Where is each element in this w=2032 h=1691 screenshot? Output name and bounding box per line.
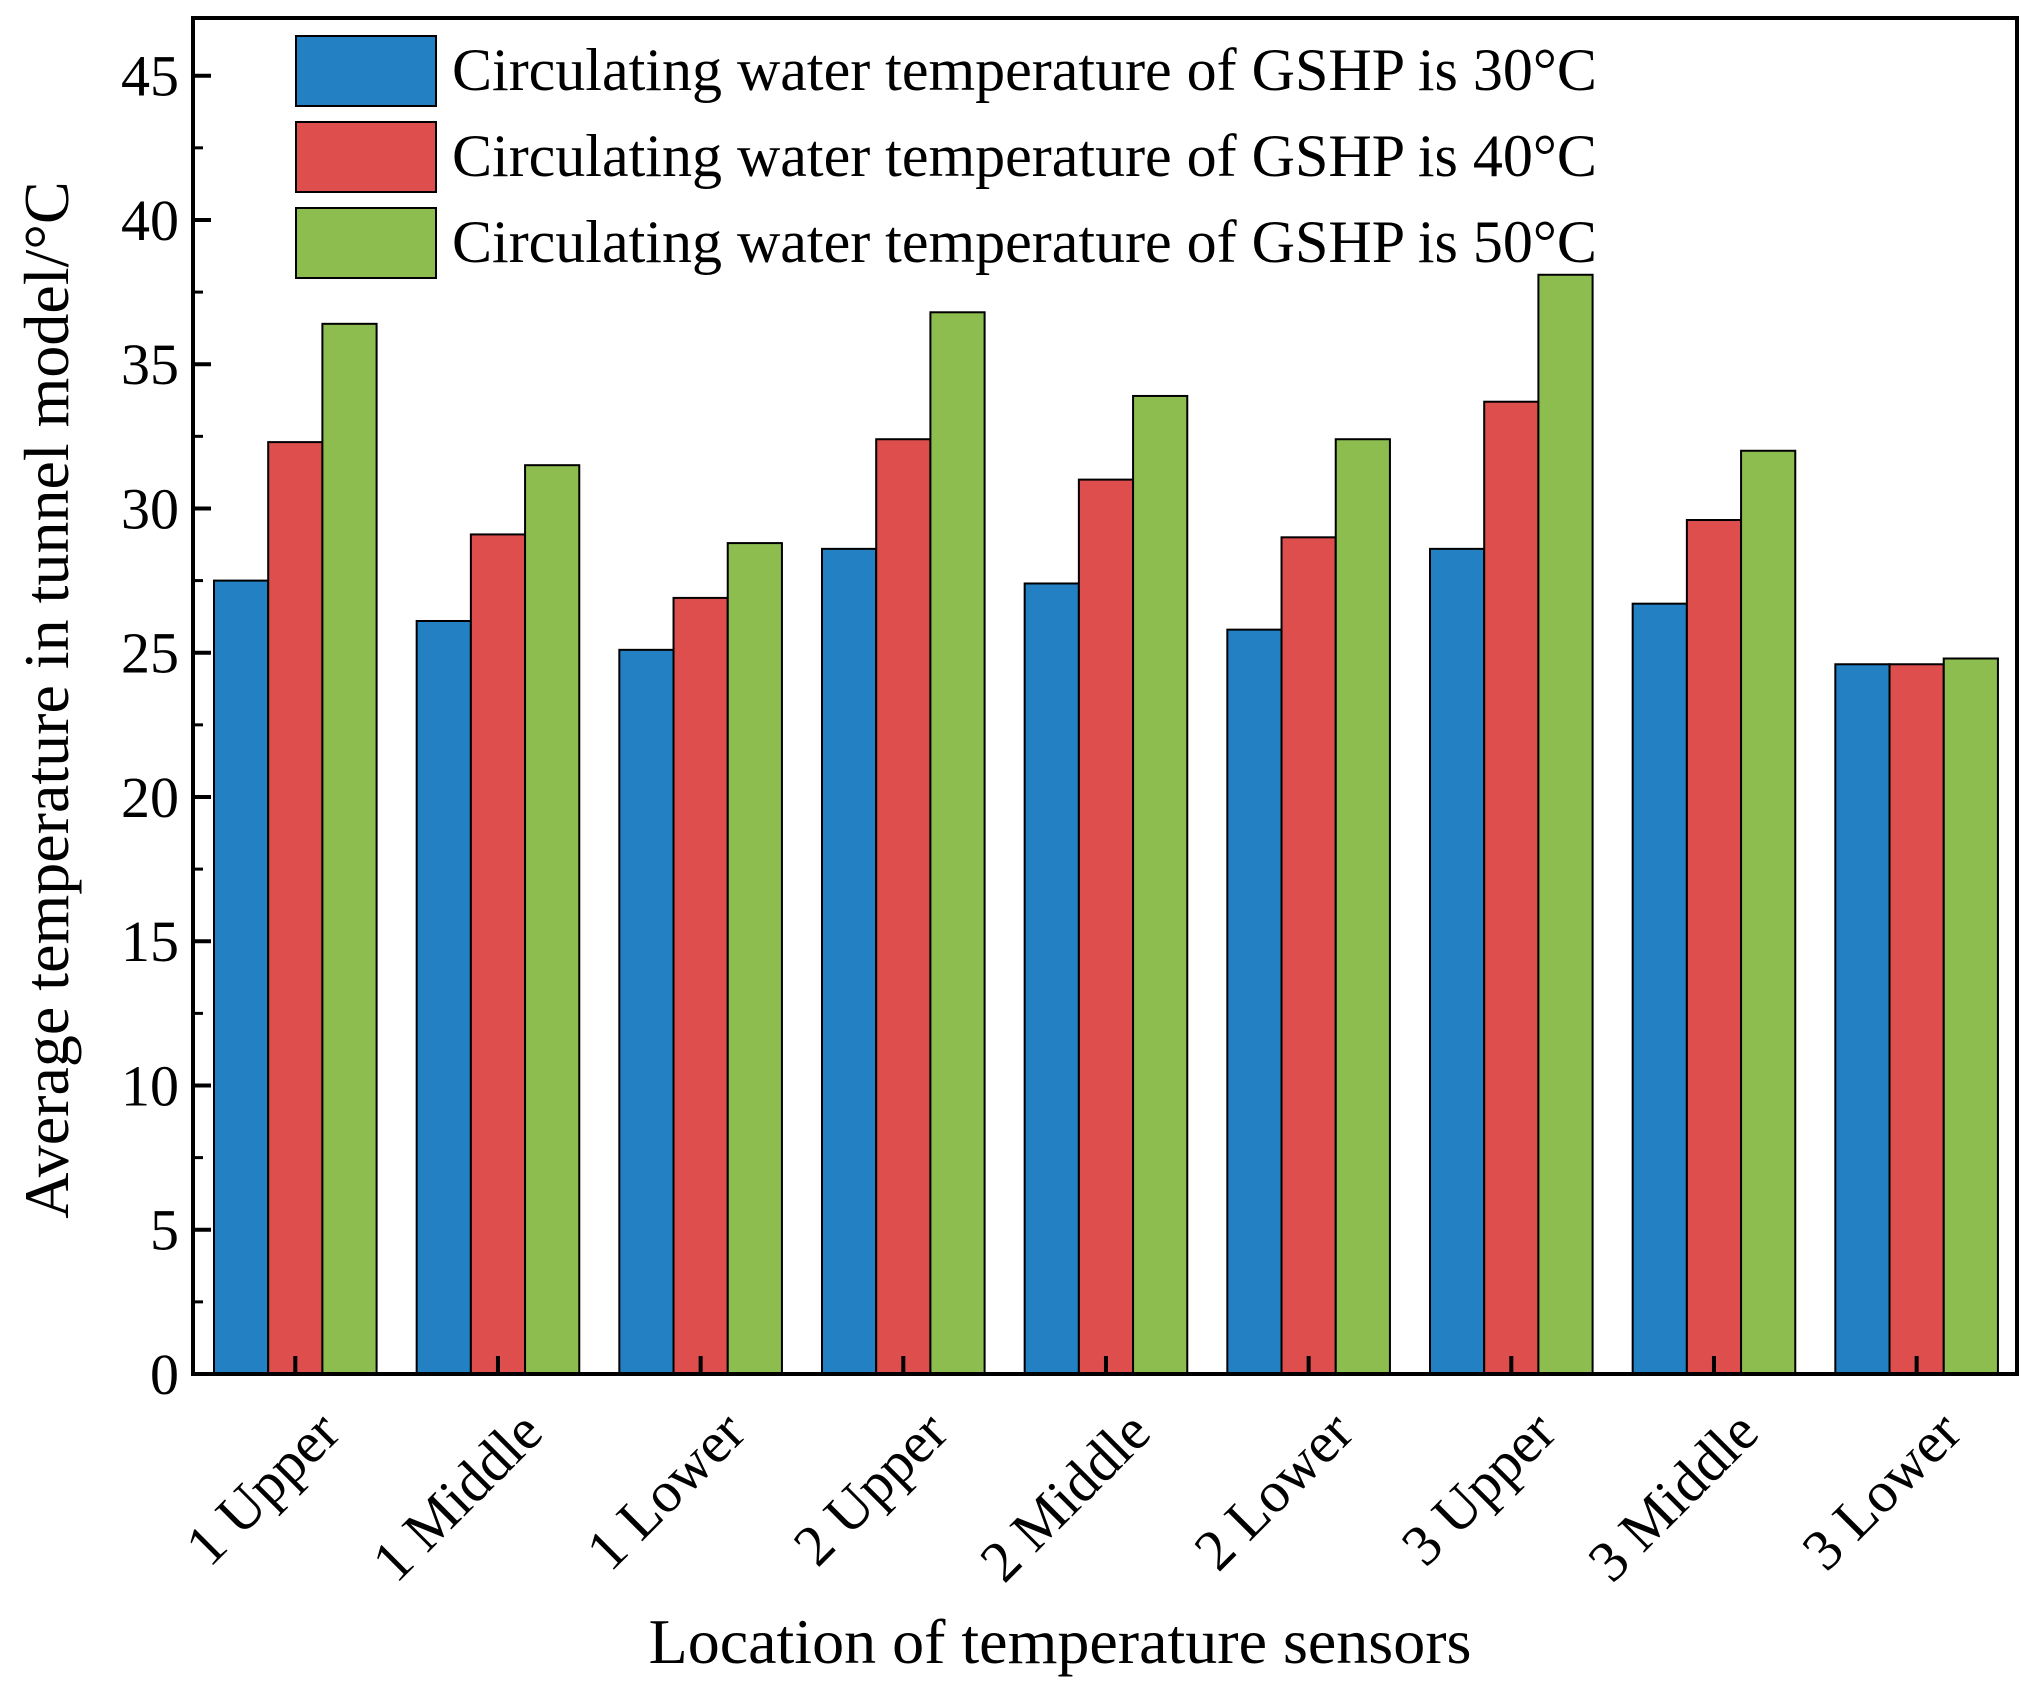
y-tick-label: 10 [121,1053,179,1118]
bar-3-1-lower [726,542,783,1375]
bar-2-3-lower [1888,663,1945,1375]
x-tick-label: 1 Upper [173,1399,352,1578]
y-tick-label: 5 [150,1198,179,1263]
bar-2-3-middle [1685,519,1743,1375]
bar-3-3-lower [1942,657,1999,1375]
bar-3-1-upper [321,322,378,1375]
legend-swatch [295,121,437,193]
x-tick-label: 1 Middle [359,1399,554,1594]
bar-2-2-middle [1077,478,1135,1376]
bar-2-2-upper [875,438,932,1375]
bar-3-1-middle [524,464,581,1376]
x-tick-label: 2 Lower [1181,1399,1365,1583]
bar-1-1-middle [415,619,472,1375]
legend-label: Circulating water temperature of GSHP is… [452,37,1597,103]
bar-2-3-upper [1483,400,1540,1375]
bars-layer [213,273,1999,1376]
bar-3-2-middle [1132,394,1189,1376]
x-tick-label: 3 Middle [1575,1399,1770,1594]
bar-1-3-middle [1631,602,1688,1375]
bar-2-2-lower [1280,536,1337,1375]
bar-1-2-middle [1023,582,1080,1375]
bar-3-3-middle [1740,449,1797,1376]
y-tick-label: 25 [121,621,179,686]
y-tick-label: 45 [121,44,179,109]
x-tick-label: 1 Lower [573,1399,757,1583]
y-tick-label: 15 [121,909,179,974]
bar-3-2-upper [929,311,986,1375]
x-tick-label: 3 Upper [1389,1399,1568,1578]
bar-1-1-upper [213,579,270,1375]
x-tick-label: 2 Upper [781,1399,960,1578]
legend-label: Circulating water temperature of GSHP is… [452,209,1597,275]
x-axis-title: Location of temperature sensors [649,1606,1472,1677]
legend: Circulating water temperature of GSHP is… [295,35,1597,279]
y-tick-label: 40 [121,188,179,253]
bar-3-3-upper [1537,273,1594,1376]
bar-1-2-lower [1226,628,1283,1375]
bar-2-1-middle [469,533,527,1375]
legend-swatch [295,35,437,107]
y-tick-label: 35 [121,332,179,397]
y-tick-label: 20 [121,765,179,830]
bar-1-1-lower [618,648,675,1375]
y-tick-label: 0 [150,1342,179,1407]
bar-2-1-upper [267,441,324,1375]
bar-1-3-upper [1429,547,1486,1375]
bar-3-2-lower [1334,438,1391,1375]
x-tick-label: 2 Middle [967,1399,1162,1594]
bar-2-1-lower [672,596,729,1375]
bar-1-2-upper [821,547,878,1375]
bar-1-3-lower [1834,663,1891,1375]
y-axis-title: Average temperature in tunnel model/°C [11,181,82,1218]
y-tick-label: 30 [121,476,179,541]
legend-swatch [295,207,437,279]
x-tick-label: 3 Lower [1789,1399,1973,1583]
legend-label: Circulating water temperature of GSHP is… [452,123,1597,189]
